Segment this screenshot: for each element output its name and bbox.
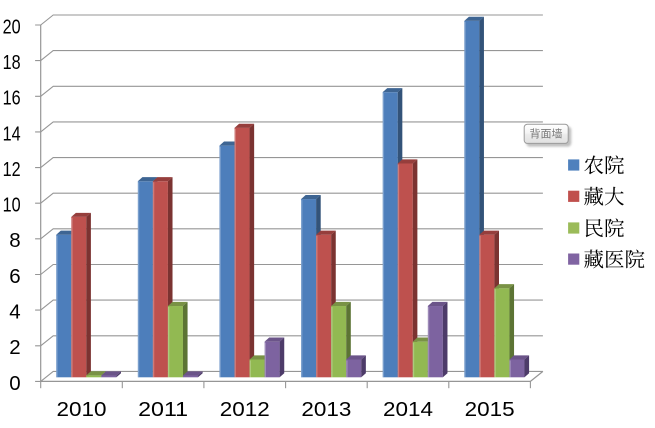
- svg-text:2014: 2014: [383, 398, 433, 421]
- svg-text:2011: 2011: [138, 398, 188, 421]
- svg-text:16: 16: [3, 87, 21, 110]
- svg-text:14: 14: [3, 122, 21, 145]
- svg-text:2: 2: [9, 336, 20, 359]
- svg-text:4: 4: [9, 301, 20, 324]
- svg-text:2015: 2015: [465, 398, 515, 421]
- svg-text:2012: 2012: [220, 398, 270, 421]
- svg-text:2013: 2013: [301, 398, 351, 421]
- svg-text:10: 10: [3, 194, 21, 217]
- svg-text:20: 20: [3, 15, 21, 38]
- svg-text:6: 6: [9, 265, 20, 288]
- svg-text:12: 12: [3, 158, 21, 181]
- svg-text:18: 18: [3, 51, 21, 74]
- svg-text:0: 0: [9, 372, 20, 395]
- svg-text:2010: 2010: [57, 398, 107, 421]
- svg-text:8: 8: [9, 229, 20, 252]
